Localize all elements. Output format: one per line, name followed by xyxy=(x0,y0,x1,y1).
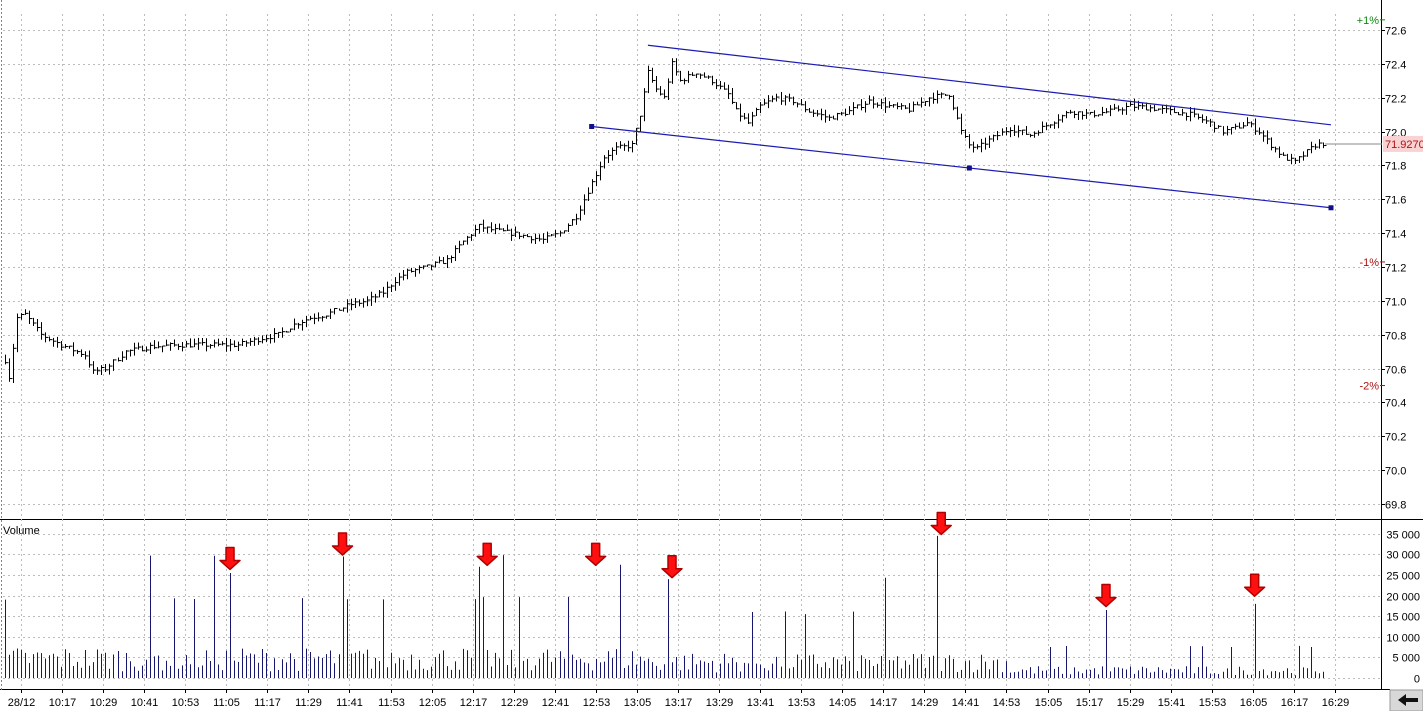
volume-tick-label: 5 000 xyxy=(1392,653,1420,665)
price-tick-label: 70.2 xyxy=(1385,432,1406,444)
time-tick-label: 13:17 xyxy=(665,697,693,709)
volume-bars xyxy=(5,535,1324,678)
down-arrow-icon xyxy=(331,532,354,556)
last-price-label: 71.9270 xyxy=(1385,139,1423,151)
time-tick-label: 14:05 xyxy=(829,697,857,709)
last-price-tag xyxy=(1383,135,1423,152)
time-tick-label: 16:17 xyxy=(1281,697,1309,709)
down-arrow-icon xyxy=(1243,573,1266,597)
time-tick-label: 10:53 xyxy=(172,697,200,709)
trendline xyxy=(591,125,1332,209)
time-tick-label: 16:05 xyxy=(1240,697,1268,709)
trendlines xyxy=(589,44,1334,211)
left-arrow-icon xyxy=(1398,694,1418,706)
down-arrow-icon xyxy=(930,511,952,536)
time-tick-label: 11:41 xyxy=(336,697,363,709)
volume-tick-label: 35 000 xyxy=(1386,530,1420,542)
price-tick-label: 70.4 xyxy=(1385,398,1406,410)
volume-tick-label: 30 000 xyxy=(1386,550,1420,562)
time-tick-label: 11:29 xyxy=(295,697,322,709)
time-tick-label: 15:29 xyxy=(1117,697,1145,709)
percent-label: -2% xyxy=(1359,381,1379,393)
price-tick-label: 71.2 xyxy=(1385,263,1406,275)
time-tick-label: 11:53 xyxy=(378,697,405,709)
volume-tick-label: 0 xyxy=(1414,674,1420,686)
down-arrow-icon xyxy=(219,546,241,571)
scroll-left-button[interactable] xyxy=(1389,689,1423,712)
price-tick-label: 72.4 xyxy=(1385,60,1406,72)
time-tick-label: 14:17 xyxy=(870,697,898,709)
price-tick-label: 70.8 xyxy=(1385,331,1406,343)
arrow-markers xyxy=(219,511,1266,608)
time-tick-label: 11:05 xyxy=(213,697,240,709)
price-bars xyxy=(5,58,1327,384)
time-tick-label: 14:41 xyxy=(952,697,980,709)
volume-panel-title: Volume xyxy=(3,525,40,537)
trendline-anchor xyxy=(589,124,595,130)
percent-label: -1% xyxy=(1359,257,1379,269)
time-tick-label: 12:29 xyxy=(501,697,529,709)
price-tick-label: 71.0 xyxy=(1385,297,1406,309)
time-tick-label: 10:17 xyxy=(49,697,77,709)
time-tick-label: 11:17 xyxy=(254,697,281,709)
time-tick-label: 28/12 xyxy=(8,697,36,709)
time-tick-label: 13:41 xyxy=(747,697,775,709)
volume-tick-label: 20 000 xyxy=(1386,592,1420,604)
time-tick-label: 15:41 xyxy=(1158,697,1186,709)
price-tick-label: 70.0 xyxy=(1385,466,1406,478)
trendline-anchor xyxy=(1328,205,1334,211)
time-tick-label: 15:05 xyxy=(1035,697,1063,709)
down-arrow-icon xyxy=(1095,583,1117,608)
price-tick-label: 70.6 xyxy=(1385,365,1406,377)
time-tick-label: 10:29 xyxy=(90,697,118,709)
down-arrow-icon xyxy=(476,542,498,567)
time-tick-label: 15:17 xyxy=(1076,697,1104,709)
trendline xyxy=(647,44,1332,126)
trendline-anchor xyxy=(966,165,972,171)
down-arrow-icon xyxy=(584,542,607,567)
time-tick-label: 10:41 xyxy=(131,697,159,709)
time-tick-label: 13:29 xyxy=(706,697,734,709)
down-arrow-icon xyxy=(661,554,683,579)
volume-tick-label: 10 000 xyxy=(1386,633,1420,645)
time-tick-label: 12:53 xyxy=(583,697,611,709)
axes: 72.672.472.272.071.871.671.471.271.070.8… xyxy=(8,15,1423,709)
volume-tick-label: 25 000 xyxy=(1386,571,1420,583)
price-tick-label: 72.6 xyxy=(1385,26,1406,38)
time-tick-label: 16:29 xyxy=(1322,697,1350,709)
price-tick-label: 71.4 xyxy=(1385,229,1406,241)
time-tick-label: 14:29 xyxy=(911,697,939,709)
price-tick-label: 71.8 xyxy=(1385,161,1406,173)
grid-layer xyxy=(0,0,1423,690)
price-tick-label: 69.8 xyxy=(1385,500,1406,512)
time-tick-label: 12:17 xyxy=(460,697,488,709)
price-tick-label: 71.6 xyxy=(1385,195,1406,207)
time-tick-label: 13:05 xyxy=(624,697,652,709)
percent-label: +1% xyxy=(1357,15,1380,27)
time-tick-label: 14:53 xyxy=(993,697,1021,709)
price-tick-label: 72.2 xyxy=(1385,94,1406,106)
time-tick-label: 12:41 xyxy=(542,697,570,709)
volume-tick-label: 15 000 xyxy=(1386,612,1420,624)
time-tick-label: 15:53 xyxy=(1199,697,1227,709)
time-tick-label: 13:53 xyxy=(788,697,816,709)
time-tick-label: 12:05 xyxy=(419,697,447,709)
